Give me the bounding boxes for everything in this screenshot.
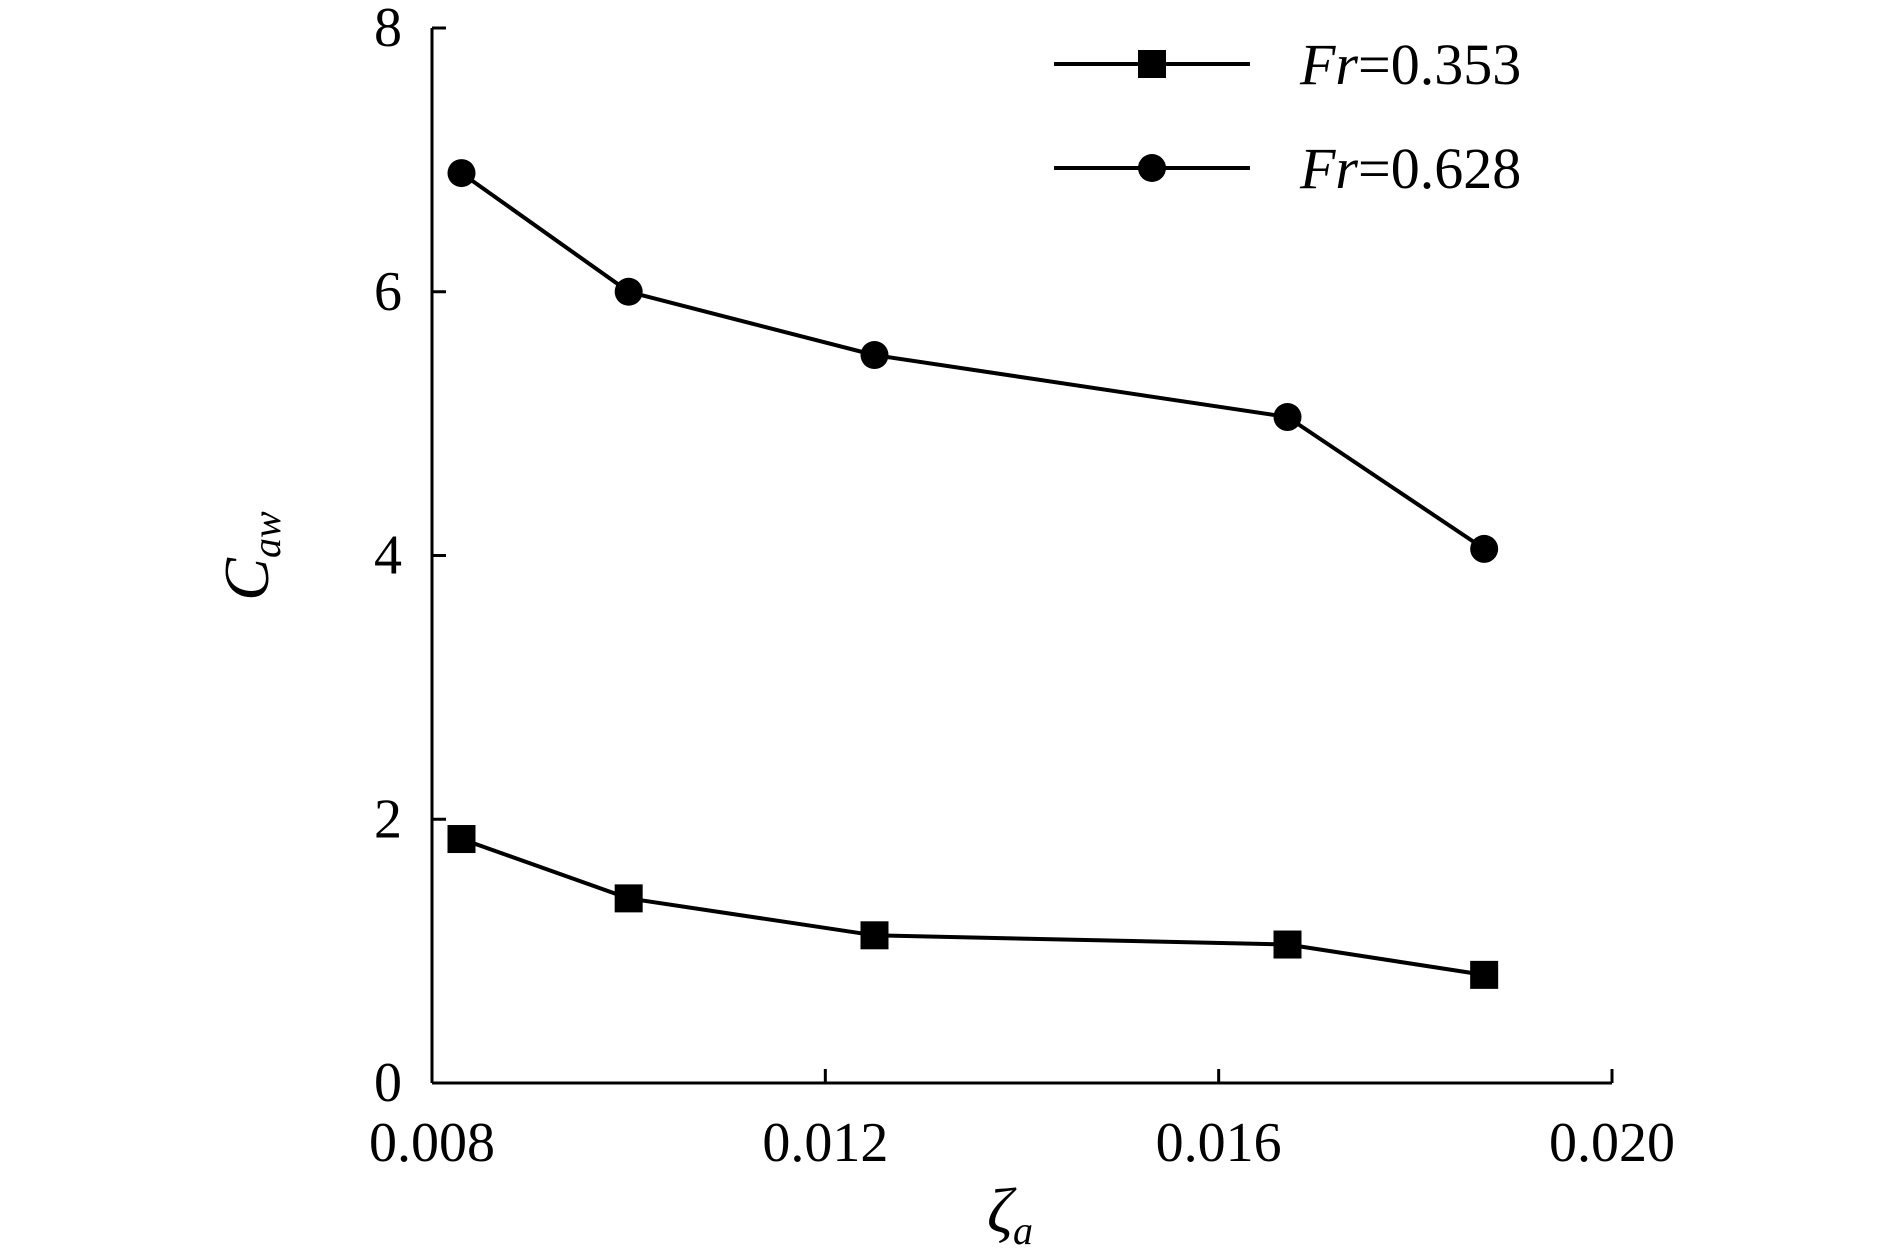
y-tick-label: 4 — [374, 525, 402, 587]
data-point-fr628 — [1273, 403, 1302, 432]
y-tick-label: 6 — [374, 261, 402, 323]
y-axis-title: Caw — [211, 511, 289, 601]
x-tick-label: 0.016 — [1156, 1112, 1282, 1174]
series-layer — [447, 159, 1499, 989]
data-point-fr353 — [860, 921, 889, 950]
legend-entry-fr353: Fr=0.353 — [1054, 32, 1521, 97]
series-fr353 — [447, 825, 1499, 989]
axis-titles: ζa Caw — [211, 511, 1033, 1253]
series-line-fr628 — [460, 171, 1486, 551]
legend-entry-fr628: Fr=0.628 — [1054, 136, 1521, 201]
y-tick-label: 8 — [374, 0, 402, 59]
x-tick-label: 0.008 — [369, 1112, 495, 1174]
data-point-fr353 — [447, 825, 476, 854]
data-point-fr628 — [860, 341, 889, 370]
axes: 0.008 0.012 0.016 0.020 0 2 4 6 8 — [369, 0, 1675, 1174]
x-axis-title: ζa — [987, 1175, 1033, 1253]
x-tick-label: 0.020 — [1549, 1112, 1675, 1174]
data-point-fr628 — [447, 159, 476, 188]
legend-label: Fr=0.353 — [1299, 32, 1521, 97]
x-tick-label: 0.012 — [762, 1112, 888, 1174]
legend: Fr=0.353 Fr=0.628 — [1054, 32, 1521, 201]
legend-marker — [1138, 154, 1166, 182]
y-tick-label: 2 — [374, 788, 402, 850]
data-point-fr353 — [1273, 930, 1302, 959]
legend-marker — [1138, 50, 1166, 78]
data-point-fr628 — [1470, 534, 1499, 563]
legend-label: Fr=0.628 — [1299, 136, 1521, 201]
y-tick-label: 0 — [374, 1052, 402, 1114]
data-point-fr353 — [1470, 960, 1499, 989]
data-point-fr628 — [614, 277, 643, 306]
series-fr628 — [447, 159, 1499, 563]
data-point-fr353 — [614, 884, 643, 913]
